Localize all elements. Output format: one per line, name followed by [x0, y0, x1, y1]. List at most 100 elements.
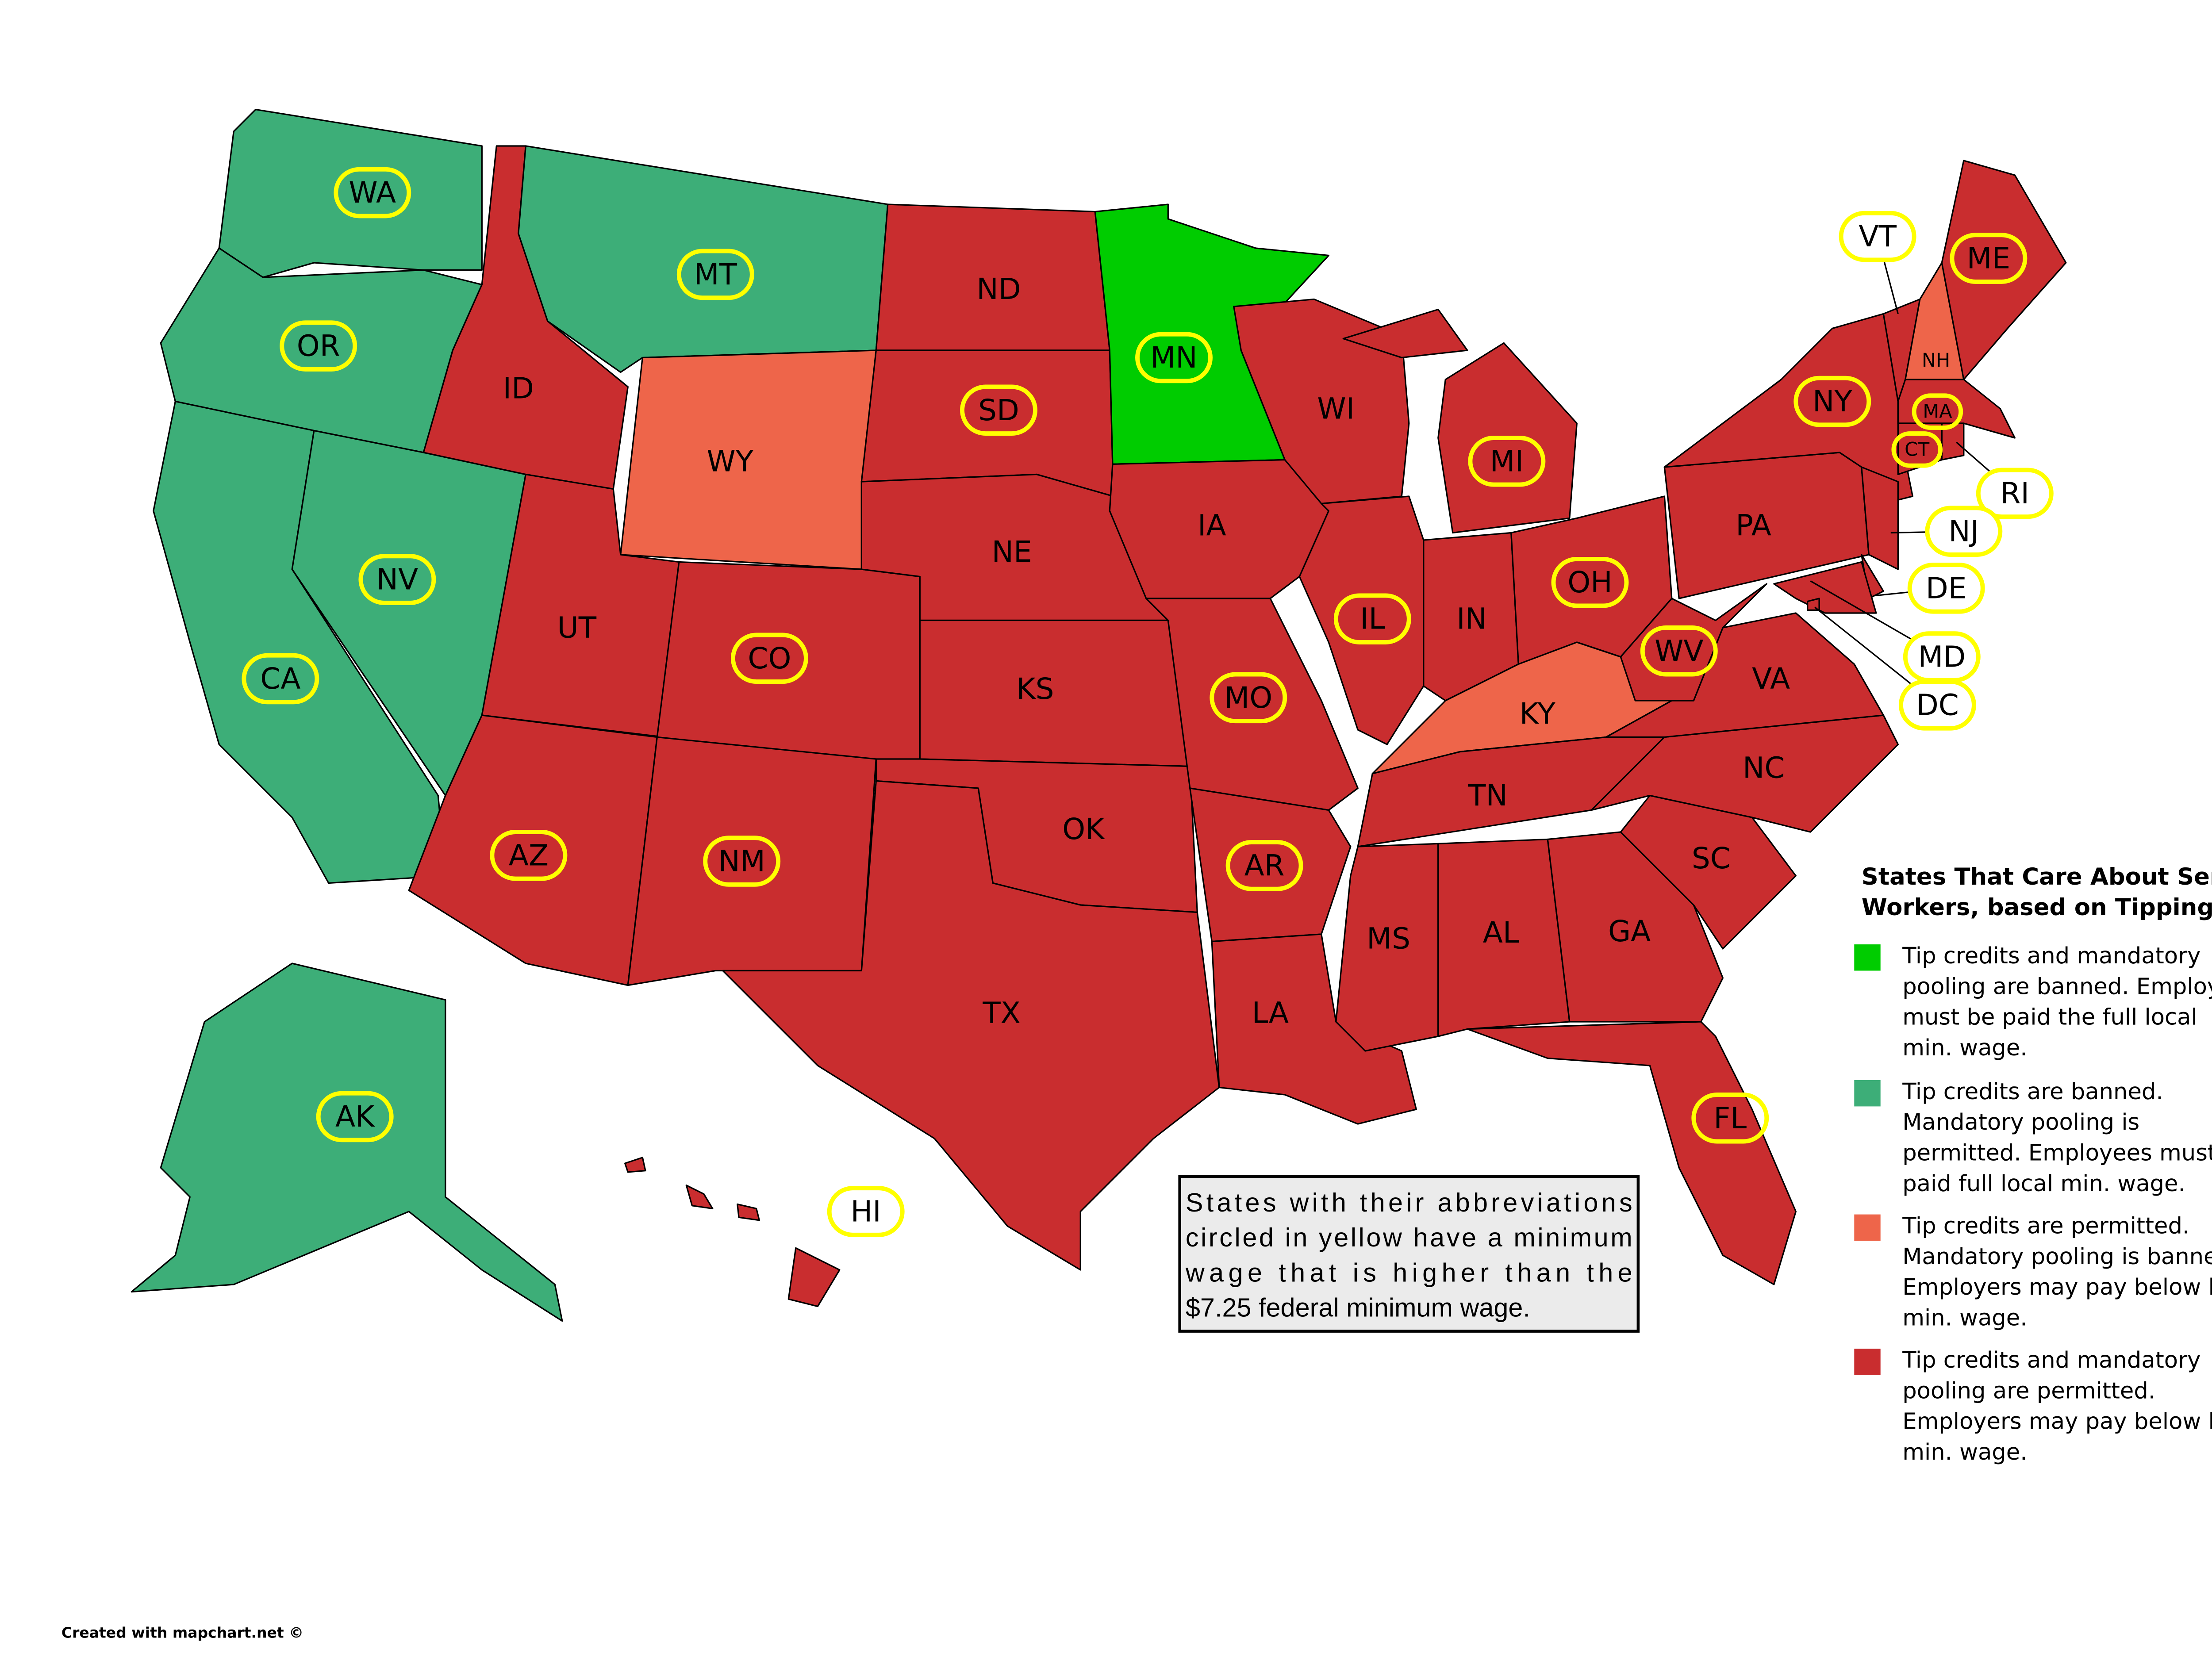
- legend-text: min. wage.: [1902, 1305, 2027, 1331]
- state-label: MN: [1150, 341, 1197, 375]
- abbr-circle: [1793, 376, 1871, 427]
- state: [1437, 838, 1571, 1037]
- legend-swatch: [1854, 1349, 1881, 1375]
- state-label: OR: [297, 329, 340, 363]
- abbr-circle: [960, 384, 1037, 436]
- abbr-circle: [1225, 840, 1303, 891]
- legend-text: min. wage.: [1902, 1439, 2027, 1465]
- abbr-circle: [1976, 468, 2054, 519]
- abbr-circle: [1925, 506, 2003, 557]
- state-label: FL: [1713, 1101, 1747, 1135]
- state-label: CO: [748, 641, 791, 675]
- state: [1145, 598, 1359, 811]
- state-label: MO: [1224, 681, 1272, 715]
- state-label: WY: [707, 444, 754, 478]
- state-label: AZ: [509, 838, 549, 872]
- abbr-circle: [358, 554, 436, 605]
- state-label: IN: [1456, 602, 1487, 636]
- state-label: MT: [694, 257, 737, 291]
- state: [624, 1157, 646, 1173]
- abbr-circle: [242, 653, 319, 705]
- abbr-circle: [490, 830, 568, 881]
- state: [218, 108, 483, 278]
- state-label: WA: [349, 176, 396, 210]
- abbr-circle: [334, 167, 411, 219]
- legend: States That Care About Service Workers, b…: [1854, 863, 2212, 1465]
- abbr-circle: [1891, 431, 1943, 468]
- note-box: [1178, 1175, 1640, 1333]
- legend-text: Tip credits are permitted.: [1902, 1213, 2189, 1239]
- state-label: TX: [982, 996, 1021, 1030]
- legend-swatch: [1854, 1080, 1881, 1107]
- state-label: PA: [1736, 509, 1771, 543]
- state: [1189, 787, 1352, 943]
- legend-text: Mandatory pooling is banned.: [1902, 1244, 2212, 1270]
- legend-text: Tip credits and mandatory: [1902, 943, 2200, 969]
- state-label: WV: [1655, 634, 1703, 668]
- abbr-circle: [280, 320, 357, 372]
- state: [919, 619, 1191, 767]
- state-label: NH: [1922, 349, 1950, 372]
- state-label: MA: [1923, 401, 1952, 423]
- abbr-circle: [730, 633, 808, 684]
- state-label: MS: [1367, 921, 1410, 955]
- legend-swatch: [1854, 944, 1881, 971]
- abbr-circle: [1907, 563, 1985, 614]
- state: [1298, 495, 1425, 745]
- abbr-circle: [1912, 393, 1963, 430]
- state: [1861, 466, 1899, 570]
- state-label: OK: [1062, 812, 1105, 846]
- state-label: OH: [1567, 565, 1613, 599]
- state-label: NE: [992, 535, 1032, 569]
- state-label: CA: [260, 662, 300, 696]
- state-label: ME: [1967, 242, 2011, 276]
- abbr-circle: [676, 249, 754, 300]
- state: [722, 780, 1220, 1271]
- state-label: AK: [335, 1100, 375, 1134]
- state: [685, 1184, 714, 1210]
- legend-text: Tip credits and mandatory: [1902, 1347, 2200, 1373]
- state-label: KS: [1016, 672, 1054, 706]
- state-label: SC: [1692, 841, 1731, 875]
- note-text: States with their abbreviations: [1186, 1188, 1632, 1217]
- state-label: ND: [976, 272, 1021, 306]
- credit: Created with mapchart.net ©: [61, 1624, 303, 1641]
- state: [787, 1247, 841, 1307]
- state-label: KY: [1520, 697, 1556, 731]
- state-label: MI: [1490, 444, 1524, 478]
- state: [1773, 561, 1877, 614]
- legend-text: Employers may pay below local: [1902, 1274, 2212, 1300]
- state-label: AL: [1483, 916, 1519, 950]
- legend-text: Employers may pay below local: [1902, 1409, 2212, 1435]
- state-label: IL: [1360, 602, 1385, 636]
- abbr-circle: [1950, 233, 2028, 284]
- legend-text: pooling are banned. Employees: [1902, 974, 2212, 1000]
- state: [1211, 933, 1417, 1125]
- state-label: SD: [978, 393, 1019, 427]
- state-label: LA: [1252, 996, 1289, 1030]
- state-label: DE: [1926, 571, 1967, 605]
- state-label: DC: [1916, 688, 1959, 722]
- legend-text: paid full local min. wage.: [1902, 1171, 2185, 1197]
- state-label: WI: [1317, 392, 1355, 426]
- state-label: NC: [1743, 751, 1785, 785]
- legend-text: Tip credits are banned.: [1902, 1079, 2163, 1105]
- state-label: VT: [1859, 219, 1897, 253]
- legend-text: must be paid the full local: [1902, 1005, 2197, 1031]
- state-label: NM: [718, 844, 765, 878]
- state-label: MD: [1918, 640, 1966, 674]
- abbr-circle: [1468, 436, 1546, 487]
- state-label: NV: [376, 563, 419, 597]
- abbr-circle: [827, 1186, 905, 1237]
- state: [1342, 308, 1468, 359]
- abbr-circle: [1551, 556, 1629, 608]
- legend-text: pooling are permitted.: [1902, 1378, 2155, 1404]
- state-label: NY: [1813, 384, 1852, 418]
- abbr-circle: [316, 1091, 394, 1143]
- legend-text: permitted. Employees must be: [1902, 1140, 2212, 1166]
- state-label: HI: [851, 1195, 881, 1229]
- abbr-circle: [1839, 211, 1916, 262]
- abbr-circle: [1135, 332, 1213, 383]
